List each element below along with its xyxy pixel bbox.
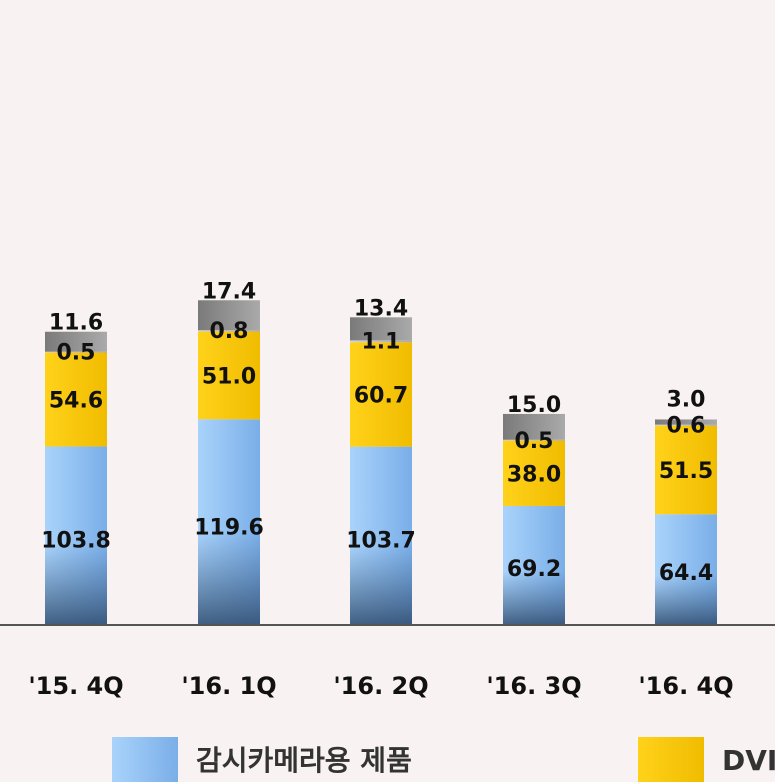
value-label-s0-c1: 119.6 [194,515,264,540]
value-label-s0-c4: 64.4 [659,561,713,586]
legend-swatch-0 [112,737,178,782]
value-label-s1-c2: 60.7 [354,383,408,408]
value-label-s3-c2: 13.4 [354,296,408,321]
value-label-s1-c4: 51.5 [659,459,713,484]
bar-shade-c0 [45,446,107,625]
bar-shade-c1 [198,419,260,625]
legend: 감시카메라용 제품 DVI [112,737,775,782]
bar-seg-s2-c1 [198,330,260,332]
value-label-s3-c3: 15.0 [507,393,561,418]
bar-seg-s3-c3 [503,413,565,440]
bar-seg-s2-c0 [45,351,107,353]
value-label-s3-c1: 17.4 [202,279,256,304]
value-label-s1-c0: 54.6 [49,389,103,414]
labels-layer: 103.8 54.6 0.5 11.6 119.6 51.0 0.8 17.4 103.7 60.… [41,279,713,586]
bar-seg-s1-c4 [655,425,717,515]
category-labels: '15. 4Q '16. 1Q '16. 2Q '16. 3Q '16. 4Q [28,672,733,700]
value-label-s2-c4: 0.6 [667,414,706,439]
legend-label-0: 감시카메라용 제품 [196,744,412,777]
bar-seg-s2-c3 [503,439,565,441]
bar-seg-s1-c0 [45,352,107,447]
bar-seg-s2-c4 [655,424,717,426]
category-label-2: '16. 2Q [333,672,428,700]
bar-seg-s3-c2 [350,317,412,341]
value-label-s0-c0: 103.8 [41,528,111,553]
value-label-s2-c3: 0.5 [515,429,554,454]
category-label-0: '15. 4Q [28,672,123,700]
bar-seg-s3-c0 [45,331,107,352]
value-label-s1-c3: 38.0 [507,462,561,487]
value-label-s3-c4: 3.0 [667,388,706,413]
value-label-s1-c1: 51.0 [202,364,256,389]
category-label-4: '16. 4Q [638,672,733,700]
legend-swatch-1 [638,737,704,782]
bar-seg-s1-c1 [198,331,260,420]
bars-layer [45,300,717,625]
bar-shade-c3 [503,505,565,625]
bar-shade-c4 [655,514,717,625]
category-label-3: '16. 3Q [486,672,581,700]
category-label-1: '16. 1Q [181,672,276,700]
bar-shade-c2 [350,446,412,625]
legend-label-1: DVI [722,744,775,777]
value-label-s0-c2: 103.7 [346,528,416,553]
value-label-s0-c3: 69.2 [507,557,561,582]
bar-seg-s3-c1 [198,300,260,331]
value-label-s2-c0: 0.5 [57,341,96,366]
bar-seg-s1-c2 [350,342,412,447]
value-label-s3-c0: 11.6 [49,311,103,336]
bar-seg-s1-c3 [503,440,565,506]
bar-seg-s2-c2 [350,340,412,343]
value-label-s2-c2: 1.1 [362,329,401,354]
value-label-s2-c1: 0.8 [210,319,249,344]
bar-seg-s3-c4 [655,419,717,425]
